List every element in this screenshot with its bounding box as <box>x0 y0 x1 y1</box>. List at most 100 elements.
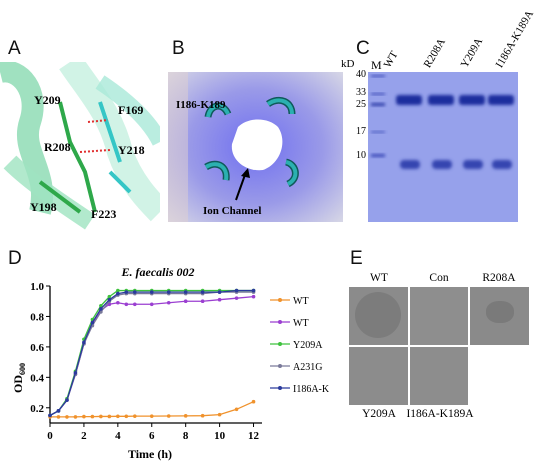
legend-marker-1 <box>278 320 282 324</box>
series-1-point-13 <box>183 299 188 304</box>
series-0-point-9 <box>124 414 129 419</box>
series-4-point-12 <box>166 290 171 294</box>
band-y209a-main <box>459 95 485 105</box>
series-1-point-15 <box>217 297 222 302</box>
growth-curve-chart: E. faecalis 002 0 2 4 6 8 10 12 0.2 0.4 0.6 0.8 1.0… <box>11 265 330 461</box>
x-tick-label-1: 2 <box>81 430 87 442</box>
residue-label-f169: F169 <box>118 103 144 117</box>
marker-band-10 <box>371 154 385 157</box>
y-axis-label-sub: 600 <box>18 363 27 375</box>
series-4-point-11 <box>149 290 154 294</box>
residue-label-f223: F223 <box>91 207 117 221</box>
series-1-point-9 <box>124 302 129 307</box>
series-4-point-10 <box>133 290 137 294</box>
band-wt-main <box>396 95 422 105</box>
inhibition-zone-wt <box>355 292 401 338</box>
marker-band-17 <box>371 131 385 133</box>
band-i186a-k189a-main <box>488 95 514 105</box>
plate-y209a <box>349 347 408 405</box>
series-line-4 <box>49 289 254 416</box>
series-4-point-3 <box>73 370 78 375</box>
panel-b-letter: B <box>172 38 185 59</box>
panel-d-letter: D <box>8 248 22 269</box>
series-2-point-8 <box>116 288 120 293</box>
inhibition-zone-r208a <box>486 301 514 323</box>
plate-label-r208a: R208A <box>482 272 516 284</box>
series-4-point-7 <box>107 297 112 302</box>
series-2-point-6 <box>99 303 103 308</box>
y-tick-label-3: 0.8 <box>30 311 44 323</box>
series-0-point-17 <box>251 399 256 404</box>
series-0-point-6 <box>99 414 103 419</box>
plate-label-wt: WT <box>370 272 388 284</box>
series-4-point-5 <box>90 320 95 325</box>
channel-region-label: I186-K189 <box>176 99 226 111</box>
series-0-point-13 <box>183 414 188 418</box>
series-0-point-8 <box>116 414 120 419</box>
series-1-point-8 <box>116 300 120 305</box>
lane-label-r208a: R208A <box>421 36 448 70</box>
lane-label-y209a: Y209A <box>458 35 486 70</box>
chart-axes: 0 2 4 6 8 10 12 0.2 0.4 0.6 0.8 1.0 <box>30 281 262 442</box>
plate-con <box>410 287 468 345</box>
y-tick-label-1: 0.4 <box>30 372 44 384</box>
series-0-point-5 <box>90 414 95 419</box>
chart-series-layer <box>48 288 256 419</box>
legend-marker-0 <box>278 298 282 302</box>
marker-band-33 <box>371 93 385 95</box>
series-4-point-6 <box>99 307 103 311</box>
series-0-point-3 <box>73 415 78 419</box>
x-tick-label-3: 6 <box>149 430 155 442</box>
plate-i186a-k189a <box>410 347 468 405</box>
series-0-point-12 <box>166 414 171 418</box>
series-4-point-0 <box>48 413 52 418</box>
residue-label-y198: Y198 <box>30 200 57 214</box>
band-wt-low <box>400 160 420 169</box>
series-1-point-17 <box>251 294 256 299</box>
panel-c-letter: C <box>356 38 370 59</box>
legend-label-4: I186A-K189K <box>293 384 330 395</box>
x-tick-label-0: 0 <box>47 430 53 442</box>
marker-band-40 <box>371 75 385 77</box>
mw-label-25: 25 <box>356 99 366 110</box>
chart-title: E. faecalis 002 <box>121 265 195 279</box>
band-r208a-low <box>432 160 452 169</box>
series-0-point-10 <box>133 414 137 418</box>
plate-r208a <box>470 287 529 345</box>
ion-channel-label: Ion Channel <box>203 205 262 217</box>
mw-label-10: 10 <box>356 150 366 161</box>
mw-label-17: 17 <box>356 126 366 137</box>
series-1-point-14 <box>200 299 205 304</box>
panel-b-channel-surface <box>168 72 343 222</box>
band-i186a-k189a-low <box>492 160 512 169</box>
legend-marker-2 <box>278 342 282 346</box>
legend-label-2: Y209A <box>293 340 323 351</box>
y-tick-label-0: 0.2 <box>30 403 44 415</box>
chart-legend: WT WT Y209A A231G I186A-K189K <box>270 296 330 395</box>
series-4-point-17 <box>251 288 256 293</box>
y-axis-label-main: OD <box>11 375 25 393</box>
residue-label-r208: R208 <box>44 140 71 154</box>
x-tick-label-5: 10 <box>214 430 226 442</box>
residue-label-y209: Y209 <box>34 93 61 107</box>
series-0-point-16 <box>234 407 239 412</box>
legend-marker-4 <box>278 386 282 390</box>
sds-page-gel <box>368 72 518 222</box>
kd-unit-label: kD <box>341 58 355 70</box>
band-y209a-low <box>463 160 483 169</box>
series-1-point-16 <box>234 296 239 300</box>
y-tick-label-2: 0.6 <box>30 342 44 354</box>
series-4-point-16 <box>234 288 239 293</box>
band-r208a-main <box>428 95 454 105</box>
series-0-point-2 <box>65 415 69 419</box>
lane-label-i186a-k189a: I186A-K189A <box>493 8 537 70</box>
legend-marker-3 <box>278 364 282 368</box>
series-0-point-15 <box>217 412 222 417</box>
panel-a-letter: A <box>8 38 21 59</box>
mw-label-40: 40 <box>356 69 366 80</box>
series-4-point-15 <box>217 290 222 294</box>
series-1-point-11 <box>149 302 154 307</box>
lane-label-wt: WT <box>381 49 401 70</box>
series-4-point-4 <box>82 340 86 345</box>
panel-a-structure <box>0 62 160 232</box>
